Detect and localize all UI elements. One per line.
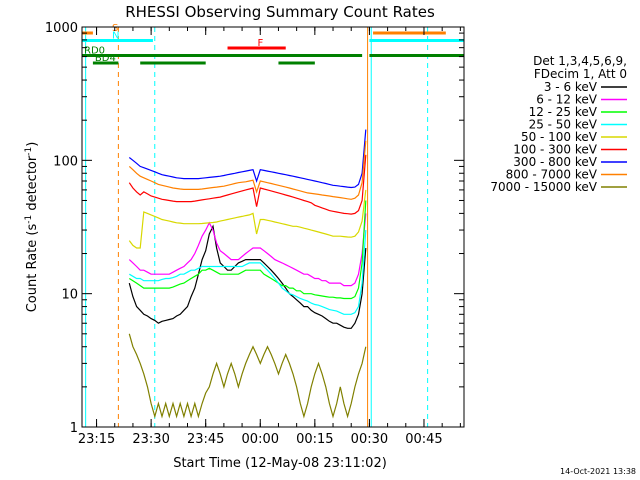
legend-entry-label: 25 - 50 keV	[529, 118, 598, 132]
series-line	[128, 189, 367, 249]
legend-entry-label: 100 - 300 keV	[513, 143, 597, 157]
legend-entry-label: 50 - 100 keV	[521, 130, 598, 144]
y-axis-label: Count Rate (s-1 detector-1)	[24, 142, 40, 313]
x-tick-label: 00:15	[296, 432, 333, 447]
y-tick-label: 10	[61, 288, 78, 303]
x-tick-label: 00:30	[351, 432, 388, 447]
series-line	[128, 224, 367, 329]
series-line	[128, 213, 367, 287]
series-line	[128, 129, 367, 189]
x-tick-label: 00:45	[405, 432, 442, 447]
series-line	[128, 140, 367, 200]
x-axis: 23:15 23:30 23:45 00:00 00:15 00:30 00:45	[78, 27, 461, 447]
y-tick-label: 100	[53, 154, 78, 169]
x-tick-label: 23:45	[187, 432, 224, 447]
x-tick-label: 23:30	[132, 432, 169, 447]
legend-entry-label: 6 - 12 keV	[536, 93, 598, 107]
plot-frame	[81, 26, 465, 428]
legend-entry-label: 300 - 800 keV	[513, 155, 597, 169]
legend-header-line: Det 1,3,4,5,6,9,	[533, 54, 627, 68]
series-line	[128, 154, 367, 215]
flag-label: N	[112, 31, 119, 42]
series-line	[128, 200, 367, 300]
legend-header-line: FDecim 1, Att 0	[534, 67, 627, 81]
y-axis-label-part: )	[25, 142, 40, 147]
legend-entry-label: 7000 - 15000 keV	[490, 180, 597, 194]
y-axis-label-part: detector	[25, 155, 40, 215]
vertical-markers	[85, 27, 429, 427]
legend-entry-label: 12 - 25 keV	[529, 105, 598, 119]
legend: Det 1,3,4,5,6,9, FDecim 1, Att 0 3 - 6 k…	[490, 54, 627, 194]
y-axis-label-sup: -1	[24, 147, 34, 156]
legend-entry-label: 800 - 7000 keV	[506, 168, 598, 182]
y-tick-label: 1	[70, 421, 78, 436]
chart-title: RHESSI Observing Summary Count Rates	[125, 3, 435, 21]
series-line	[128, 333, 367, 419]
flag-label: RD0	[84, 46, 105, 57]
y-axis-label-part: Count Rate (s	[25, 224, 40, 313]
legend-entry-label: 3 - 6 keV	[544, 80, 598, 94]
x-tick-label: 00:00	[242, 432, 279, 447]
flag-label: BD4	[95, 53, 116, 64]
y-axis-label-sup: -1	[24, 215, 34, 224]
series-line	[128, 230, 367, 315]
x-tick-label: 23:15	[78, 432, 115, 447]
y-tick-label: 1000	[45, 21, 78, 36]
timestamp-label: 14-Oct-2021 13:38	[560, 467, 636, 476]
y-axis: 1 10 100 1000	[45, 21, 464, 436]
series-lines	[128, 129, 367, 419]
flag-label: F	[258, 38, 264, 49]
x-axis-label: Start Time (12-May-08 23:11:02)	[173, 456, 387, 471]
